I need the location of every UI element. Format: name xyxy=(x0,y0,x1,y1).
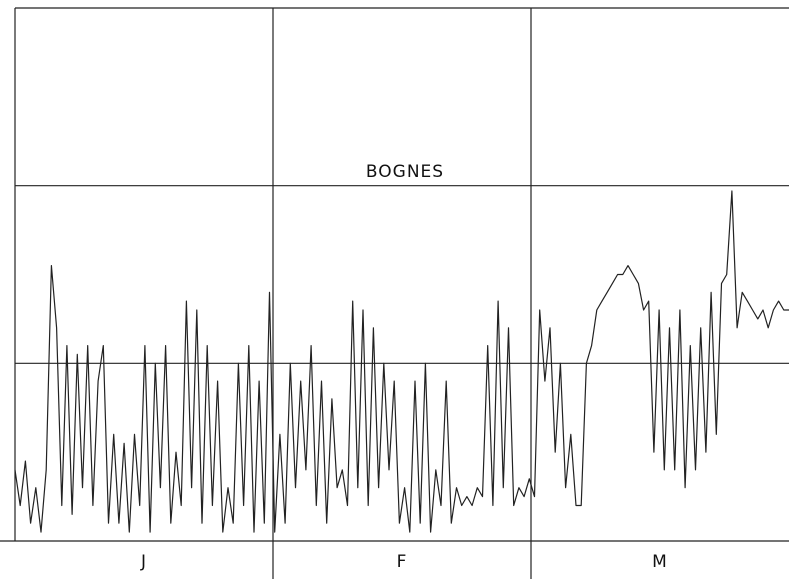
x-tick-label: J xyxy=(140,552,147,572)
x-tick-label: M xyxy=(652,552,668,572)
x-tick-label: F xyxy=(397,552,408,572)
data-line xyxy=(14,190,789,533)
chart-title: BOGNES xyxy=(366,162,444,182)
